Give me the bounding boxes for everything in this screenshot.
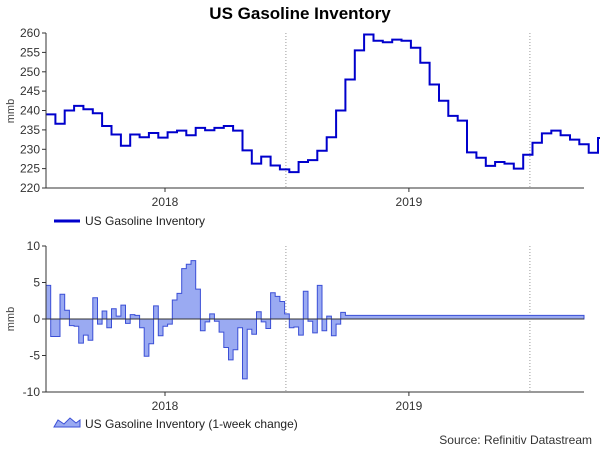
weekly-change-legend-label: US Gasoline Inventory (1-week change) bbox=[85, 417, 298, 431]
weekly-change-legend: US Gasoline Inventory (1-week change) bbox=[53, 417, 298, 431]
inventory-gridlines bbox=[285, 33, 531, 188]
weekly-change-y-tick-label: 0 bbox=[33, 312, 40, 326]
weekly-change-y-tick-label: 10 bbox=[27, 239, 41, 253]
inventory-x-tick-label: 2019 bbox=[396, 195, 423, 209]
inventory-y-tick-label: 255 bbox=[20, 45, 40, 59]
inventory-y-tick-label: 220 bbox=[20, 181, 40, 195]
chart-title: US Gasoline Inventory bbox=[209, 4, 391, 23]
inventory-legend-label: US Gasoline Inventory bbox=[85, 214, 205, 228]
inventory-y-tick-label: 235 bbox=[20, 123, 40, 137]
inventory-y-axis-label: mmb bbox=[5, 99, 17, 123]
inventory-y-tick-label: 260 bbox=[20, 26, 40, 40]
inventory-axes: 220 225 230 235 240 245 250 255 260 2018 2019 bbox=[20, 26, 584, 209]
inventory-y-tick-label: 225 bbox=[20, 162, 40, 176]
inventory-plot bbox=[46, 33, 600, 174]
inventory-y-tick-label: 245 bbox=[20, 84, 40, 98]
weekly-change-legend-swatch bbox=[53, 417, 81, 428]
source-note: Source: Refinitiv Datastream bbox=[439, 433, 592, 447]
inventory-y-tick-label: 240 bbox=[20, 104, 40, 118]
inventory-legend: US Gasoline Inventory bbox=[54, 214, 205, 228]
weekly-change-y-tick-label: -10 bbox=[23, 385, 41, 399]
weekly-change-series-area bbox=[45, 260, 585, 380]
weekly-change-y-tick-label: 5 bbox=[33, 276, 40, 290]
weekly-change-axes: -10 -5 0 5 10 2018 2019 bbox=[23, 239, 584, 413]
weekly-change-plot bbox=[45, 260, 585, 380]
weekly-change-x-tick-label: 2018 bbox=[152, 399, 179, 413]
inventory-x-tick-label: 2018 bbox=[152, 195, 179, 209]
inventory-panel: 220 225 230 235 240 245 250 255 260 2018 2019 mmb bbox=[5, 26, 600, 209]
weekly-change-y-axis-label: mmb bbox=[5, 307, 17, 331]
weekly-change-x-tick-label: 2019 bbox=[396, 399, 423, 413]
inventory-y-tick-label: 250 bbox=[20, 65, 40, 79]
weekly-change-panel: -10 -5 0 5 10 2018 2019 mmb bbox=[5, 239, 585, 413]
inventory-y-tick-label: 230 bbox=[20, 142, 40, 156]
inventory-series-line bbox=[46, 33, 600, 174]
weekly-change-y-tick-label: -5 bbox=[29, 349, 40, 363]
